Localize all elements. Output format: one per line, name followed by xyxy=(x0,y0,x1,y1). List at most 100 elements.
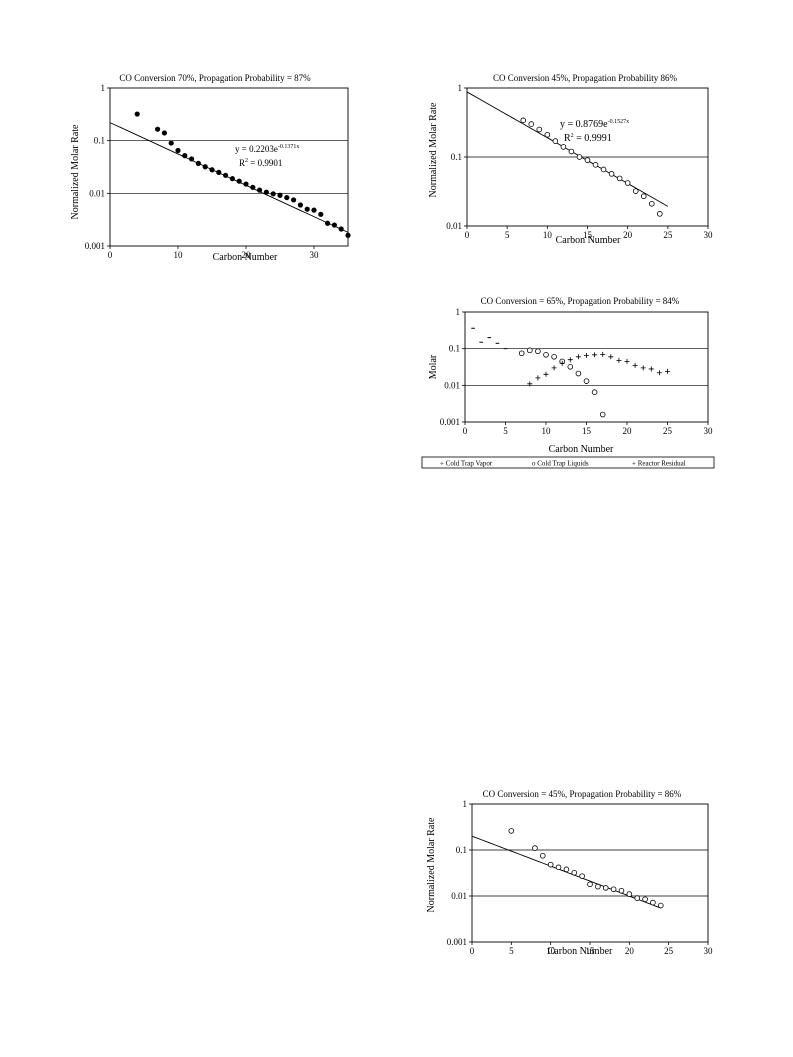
data-point xyxy=(250,184,256,190)
y-tick-label: 0.01 xyxy=(89,188,105,198)
data-point xyxy=(624,180,631,186)
data-point xyxy=(209,167,215,173)
y-tick-label: 0.1 xyxy=(449,344,460,354)
data-point xyxy=(584,157,591,163)
x-tick-label: 0 xyxy=(463,426,468,436)
data-point xyxy=(624,358,630,364)
x-tick-label: 15 xyxy=(583,230,593,240)
x-axis-label: Carbon Number xyxy=(556,235,621,246)
data-point xyxy=(551,354,557,360)
data-point xyxy=(648,366,654,372)
plot-area: 0 5 10 15 20 25 30 0.01 0.1 1 xyxy=(446,83,713,240)
data-point xyxy=(277,192,283,198)
y-tick-label: 1 xyxy=(458,83,463,93)
data-point xyxy=(345,232,351,238)
y-tick-label: 0.1 xyxy=(456,845,467,855)
y-tick-label: 0.1 xyxy=(451,152,462,162)
data-point xyxy=(304,206,310,212)
chart-1: CO Conversion 70%, Propagation Probabili… xyxy=(70,73,351,263)
data-point xyxy=(583,378,590,384)
data-point xyxy=(602,885,609,891)
data-point xyxy=(579,873,585,879)
x-tick-label: 15 xyxy=(586,946,596,956)
data-point xyxy=(618,887,625,894)
data-point xyxy=(291,197,297,203)
trendline xyxy=(466,91,669,207)
data-point xyxy=(518,350,525,357)
data-point xyxy=(626,891,633,897)
data-point xyxy=(634,895,641,901)
data-point xyxy=(195,160,201,167)
data-point xyxy=(311,207,317,213)
data-point xyxy=(547,861,554,868)
plot-frame xyxy=(464,311,709,423)
data-point xyxy=(540,852,546,859)
legend-box xyxy=(421,456,715,469)
data-point xyxy=(600,166,607,173)
x-tick-label: 0 xyxy=(465,230,470,240)
data-point xyxy=(616,175,623,182)
chart-4: CO Conversion = 45%, Propagation Probabi… xyxy=(426,789,713,957)
data-point xyxy=(257,187,263,193)
x-tick-label: 20 xyxy=(625,946,635,956)
data-point xyxy=(318,211,324,217)
data-point xyxy=(656,370,662,376)
x-tick-label: 10 xyxy=(546,946,556,956)
data-point xyxy=(610,886,617,893)
x-tick-label: 10 xyxy=(174,250,184,260)
x-tick-label: 25 xyxy=(664,946,674,956)
chart-panel-2: CO Conversion 45%, Propagation Probabili… xyxy=(420,70,720,270)
data-point xyxy=(592,162,599,168)
data-point xyxy=(632,362,638,368)
data-point xyxy=(552,138,559,144)
y-tick-label: 0.1 xyxy=(94,136,105,146)
chart-title: CO Conversion = 45%, Propagation Probabi… xyxy=(483,789,682,799)
data-point xyxy=(284,194,290,201)
data-point xyxy=(575,354,581,360)
x-axis-label: Carbon Number xyxy=(548,946,613,957)
x-tick-label: 5 xyxy=(505,230,510,240)
plot-area: 0 5 10 15 20 25 30 0.001 0.01 0.1 1 xyxy=(447,799,713,956)
x-axis-label: Carbon Number xyxy=(549,444,614,455)
data-point xyxy=(591,389,598,395)
data-point xyxy=(576,154,583,160)
x-tick-label: 5 xyxy=(503,426,508,436)
data-point xyxy=(270,191,276,197)
y-tick-label: 0.001 xyxy=(85,241,105,251)
chart-panel-4: CO Conversion = 45%, Propagation Probabi… xyxy=(420,786,720,986)
data-point xyxy=(657,211,663,217)
trend-equation: y = 0.2203e-0.1371x xyxy=(235,144,299,154)
data-point xyxy=(236,178,242,184)
x-tick-label: 15 xyxy=(582,426,592,436)
data-point xyxy=(535,348,541,355)
data-point xyxy=(536,126,543,133)
chart-panel-3: CO Conversion = 65%, Propagation Probabi… xyxy=(420,292,720,478)
data-point xyxy=(567,364,574,370)
y-tick-label: 1 xyxy=(456,307,461,317)
chart-3: CO Conversion = 65%, Propagation Probabi… xyxy=(421,296,715,469)
data-point xyxy=(595,883,601,890)
data-point xyxy=(616,357,622,363)
data-point xyxy=(520,117,527,124)
data-point xyxy=(568,148,575,155)
data-point xyxy=(229,176,235,182)
data-point xyxy=(632,188,639,194)
plot-area: 0 5 10 15 20 25 30 0.001 0.01 0.1 1 xyxy=(440,307,713,436)
data-point xyxy=(535,375,541,381)
data-point xyxy=(216,169,222,175)
data-point xyxy=(559,360,565,366)
data-point xyxy=(599,411,606,418)
r-squared-label: R2 = 0.9991 xyxy=(564,133,612,144)
y-tick-label: 0.001 xyxy=(440,417,460,427)
chart-title: CO Conversion 70%, Propagation Probabili… xyxy=(119,73,311,83)
legend: + Cold Trap Vapor o Cold Trap Liquids + … xyxy=(421,456,715,469)
data-point xyxy=(202,164,208,170)
y-tick-label: 0.001 xyxy=(447,937,467,947)
x-tick-label: 0 xyxy=(470,946,475,956)
data-point xyxy=(168,140,174,146)
x-tick-label: 30 xyxy=(704,946,714,956)
data-point xyxy=(527,347,533,354)
data-point xyxy=(331,222,337,228)
x-tick-label: 10 xyxy=(543,230,553,240)
y-tick-label: 1 xyxy=(463,799,468,809)
